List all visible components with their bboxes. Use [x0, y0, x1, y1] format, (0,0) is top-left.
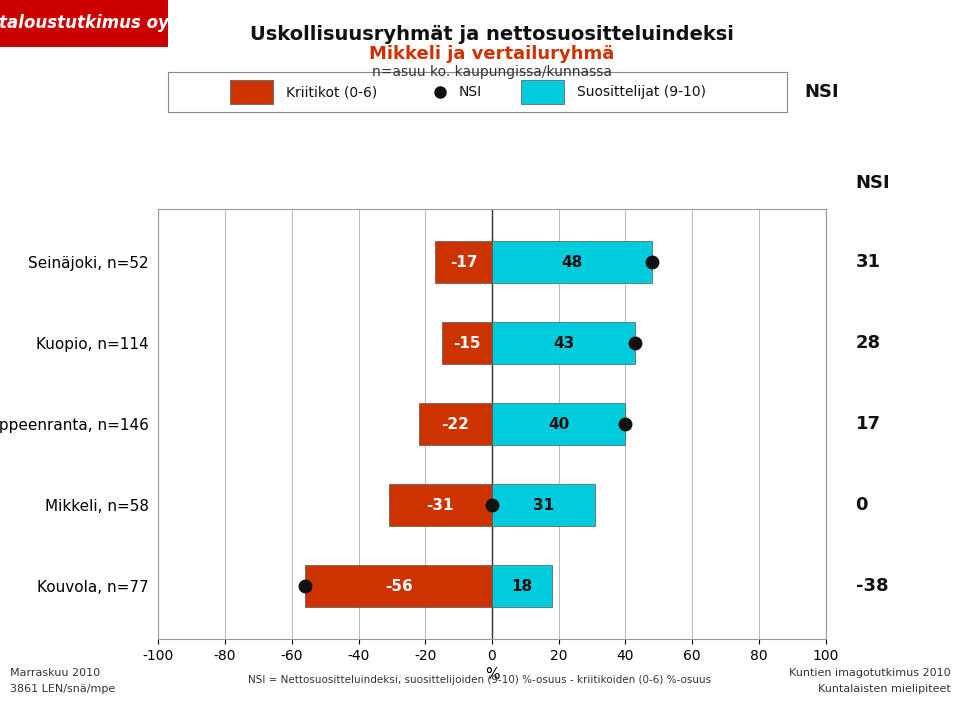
Bar [492, 241, 652, 283]
Bar [305, 565, 492, 607]
Text: 28: 28 [855, 334, 880, 352]
Text: -56: -56 [385, 579, 413, 593]
Text: NSI: NSI [804, 83, 839, 101]
Text: 43: 43 [553, 336, 574, 351]
Text: 3861 LEN/snä/mpe: 3861 LEN/snä/mpe [10, 684, 115, 694]
Text: 17: 17 [855, 415, 880, 433]
Text: NSI: NSI [459, 85, 482, 99]
Bar [389, 484, 492, 526]
Bar [442, 322, 492, 364]
Text: taloustutkimus oy: taloustutkimus oy [0, 14, 169, 32]
Text: Kuntalaisten mielipiteet: Kuntalaisten mielipiteet [818, 684, 950, 694]
Text: 0: 0 [855, 496, 868, 514]
Text: Uskollisuusryhmät ja nettosuositteluindeksi: Uskollisuusryhmät ja nettosuositteluinde… [250, 25, 734, 44]
Text: Mikkeli ja vertailuryhmä: Mikkeli ja vertailuryhmä [370, 45, 614, 63]
Text: Kuntien imagotutkimus 2010: Kuntien imagotutkimus 2010 [789, 668, 950, 678]
Text: NSI: NSI [855, 174, 890, 192]
Text: NSI = Nettosuositteluindeksi, suosittelijoiden (9-10) %-osuus - kriitikoiden (0-: NSI = Nettosuositteluindeksi, suositteli… [249, 675, 711, 685]
FancyBboxPatch shape [521, 80, 564, 104]
FancyBboxPatch shape [230, 80, 274, 104]
Text: Kriitikot (0-6): Kriitikot (0-6) [286, 85, 377, 99]
Text: Suosittelijat (9-10): Suosittelijat (9-10) [577, 85, 706, 99]
Text: 40: 40 [548, 417, 569, 432]
Bar [492, 322, 636, 364]
Text: 18: 18 [512, 579, 533, 593]
Text: -17: -17 [450, 255, 477, 269]
Bar [419, 403, 492, 445]
Bar [435, 241, 492, 283]
X-axis label: %: % [485, 667, 499, 682]
Text: -22: -22 [442, 417, 469, 432]
Bar [492, 565, 552, 607]
Text: 31: 31 [533, 497, 554, 513]
Text: -31: -31 [426, 497, 454, 513]
Text: 31: 31 [855, 253, 880, 271]
Text: Marraskuu 2010: Marraskuu 2010 [10, 668, 100, 678]
Bar [492, 484, 595, 526]
Text: 48: 48 [562, 255, 583, 269]
Text: -38: -38 [855, 578, 888, 595]
Bar [492, 403, 626, 445]
Text: n=asuu ko. kaupungissa/kunnassa: n=asuu ko. kaupungissa/kunnassa [372, 65, 612, 79]
Text: -15: -15 [453, 336, 481, 351]
